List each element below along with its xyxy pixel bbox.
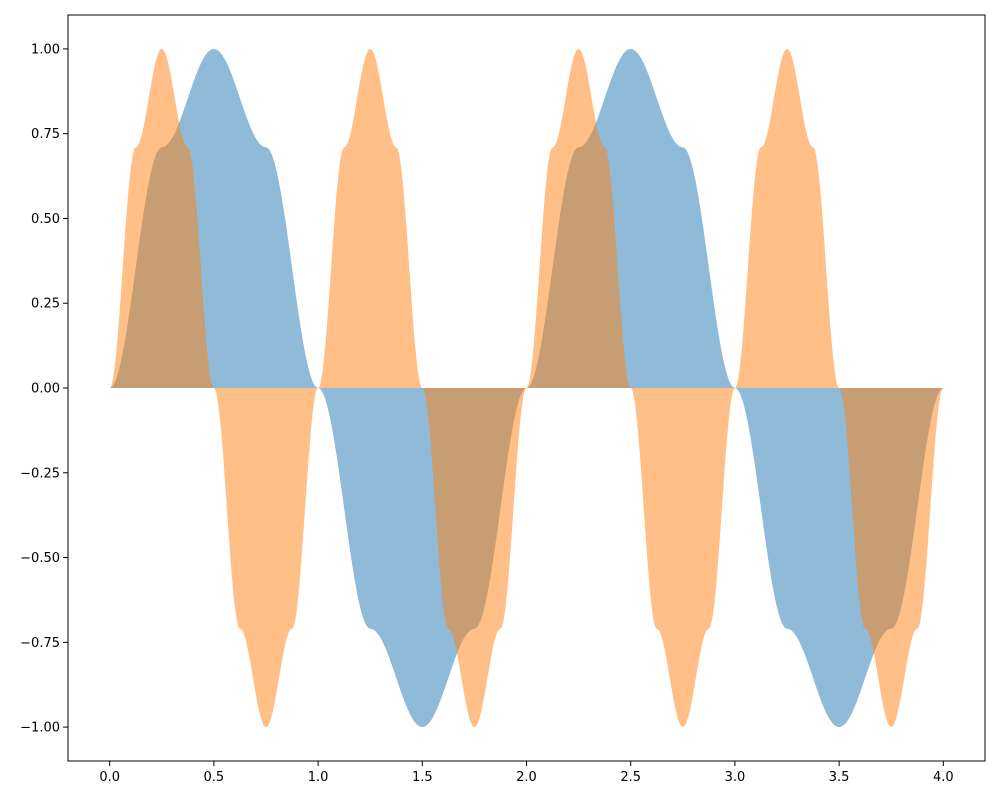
x-tick-label: 1.0 bbox=[308, 770, 329, 785]
y-tick-label: 0.50 bbox=[31, 212, 60, 227]
y-tick-label: −0.25 bbox=[20, 466, 60, 481]
y-tick-label: 0.75 bbox=[31, 127, 60, 142]
y-axis: −1.00 −0.75 −0.50 −0.25 0.00 0.25 0.50 0.75 1.00 bbox=[20, 42, 68, 736]
series-layer bbox=[109, 48, 944, 728]
series-area-0 bbox=[109, 48, 944, 728]
x-tick-label: 2.0 bbox=[516, 770, 537, 785]
x-tick-label: 3.0 bbox=[725, 770, 746, 785]
y-tick-label: −0.75 bbox=[20, 636, 60, 651]
x-tick-label: 0.0 bbox=[99, 770, 120, 785]
y-tick-label: −0.50 bbox=[20, 551, 60, 566]
x-tick-label: 2.5 bbox=[620, 770, 641, 785]
y-tick-label: 1.00 bbox=[31, 42, 60, 57]
y-tick-label: 0.00 bbox=[31, 382, 60, 397]
x-tick-label: 4.0 bbox=[933, 770, 954, 785]
x-axis: 0.0 0.5 1.0 1.5 2.0 2.5 3.0 3.5 4.0 bbox=[99, 761, 954, 785]
x-tick-label: 0.5 bbox=[204, 770, 225, 785]
x-tick-label: 1.5 bbox=[412, 770, 433, 785]
y-tick-label: 0.25 bbox=[31, 297, 60, 312]
y-tick-label: −1.00 bbox=[20, 721, 60, 736]
x-tick-label: 3.5 bbox=[829, 770, 850, 785]
series-area-1 bbox=[109, 48, 944, 728]
